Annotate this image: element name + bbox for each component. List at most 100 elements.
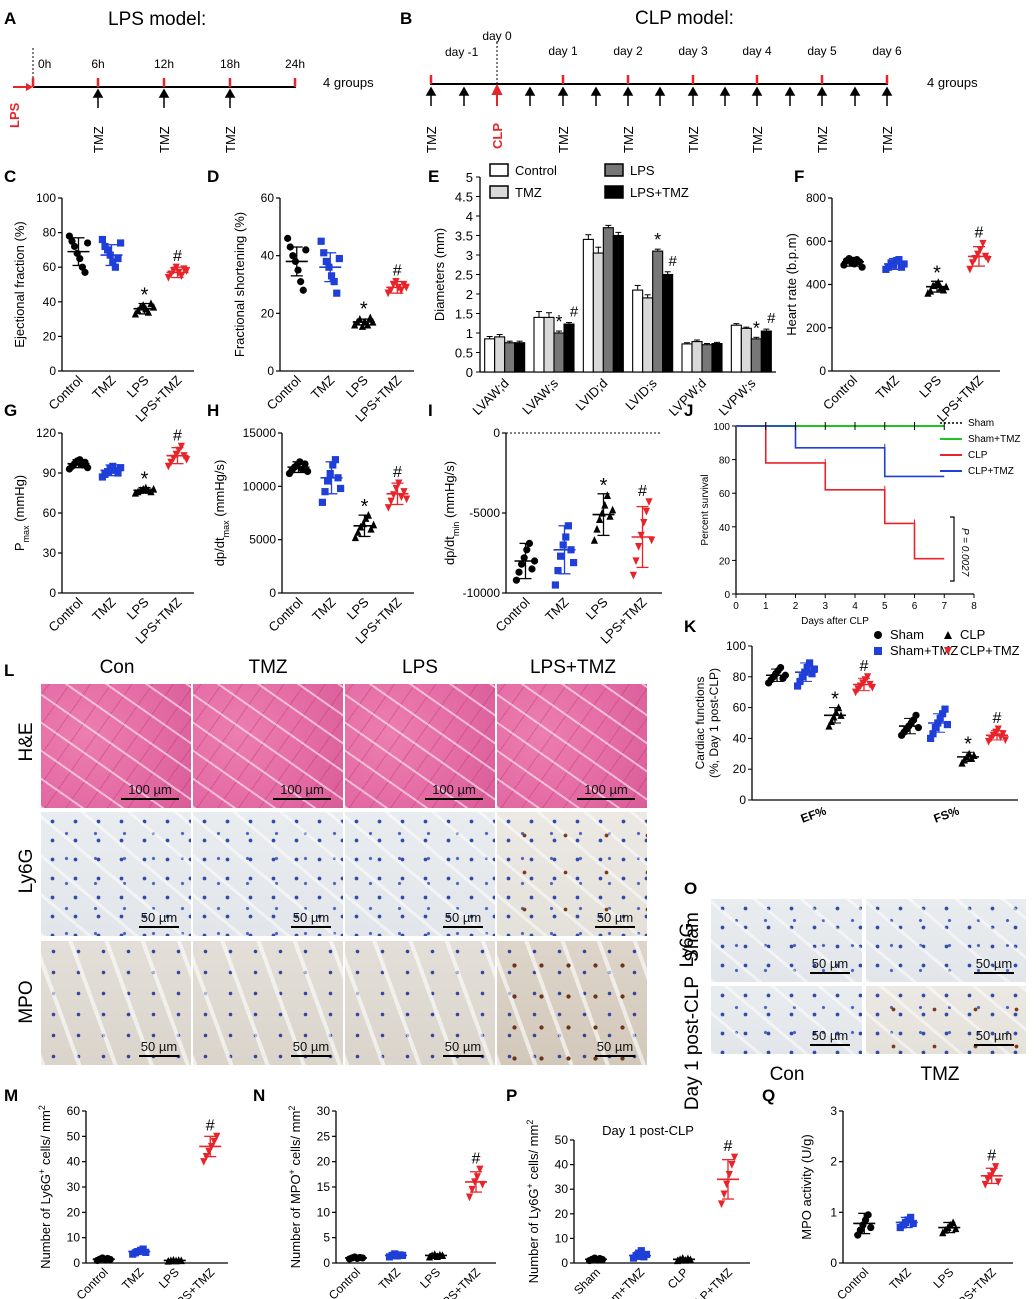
legend-swatch-control [489, 163, 509, 177]
x-tick-label: TMZ [873, 372, 903, 402]
micrograph-ly6g-lps: 50 µm [344, 811, 496, 937]
x-tick-label: Control [820, 372, 860, 412]
data-point [968, 259, 977, 267]
data-point [717, 1200, 726, 1209]
y-tick-label: 20 [43, 329, 57, 343]
data-point [84, 464, 92, 472]
legend-label-control: Control [515, 163, 557, 178]
y-tick-label: 15000 [243, 426, 277, 440]
bar [553, 332, 565, 373]
y-tick-label: 10 [67, 1231, 81, 1245]
chart-h: 0 5000 10000 15000 dp/dtmax (mmHg/s) Control T… [212, 426, 414, 647]
x-tick-label: TMZ [89, 594, 119, 624]
data-point [84, 239, 92, 247]
micrograph-mpo-lps: 50 µm [344, 940, 496, 1066]
y-tick-label: 0 [493, 426, 500, 440]
y-tick-label: 0 [73, 1256, 80, 1270]
data-point [523, 546, 531, 554]
col-label-tmz: TMZ [248, 657, 287, 678]
data-point [333, 289, 341, 297]
x-tick-label: LPS [916, 372, 944, 400]
legend-k-clp-tmz: CLP+TMZ [960, 643, 1020, 658]
y-axis-label: Number of Ly6G+ cells/ mm2 [525, 1120, 541, 1284]
y-tick-label: 25 [317, 1129, 331, 1143]
y-axis-label: Number of Ly6G+ cells/ mm2 [37, 1105, 53, 1269]
clp-label: CLP [490, 123, 505, 149]
day-0: day 0 [482, 29, 512, 43]
data-point [183, 267, 191, 275]
scale-label: 50 µm [975, 1028, 1013, 1043]
data-point [803, 663, 811, 672]
panel-a: A LPS model: 0h 6h 12h 18h 24h LPS TMZ T… [4, 9, 374, 153]
y-tick-label: 40 [43, 295, 57, 309]
significance-mark: # [975, 224, 984, 241]
data-point [321, 488, 329, 496]
significance-mark: * [600, 475, 608, 497]
data-point [825, 721, 833, 730]
y-tick-label: 5 [466, 170, 473, 185]
col-label-lps: LPS [402, 657, 438, 678]
y-axis-label: Cardiac functions [693, 677, 707, 770]
data-point [117, 464, 125, 472]
data-point [210, 1137, 218, 1146]
bar [533, 316, 545, 373]
significance-mark: * [964, 733, 972, 755]
data-point [723, 1180, 731, 1189]
y-axis-label: Number of MPO+ cells/ mm2 [287, 1106, 303, 1269]
data-point [183, 456, 191, 464]
data-point [387, 497, 395, 506]
x-tick-label: LPS [583, 594, 611, 622]
lps-injection-label: LPS [7, 102, 22, 128]
time-24h: 24h [285, 57, 305, 71]
data-point [642, 1250, 651, 1258]
x-tick-label: LVID;s [622, 375, 660, 413]
legend-label-lps: LPS [630, 163, 655, 178]
data-point [637, 531, 645, 540]
x-tick-label: LPS [344, 594, 372, 622]
panel-label-k: K [684, 617, 697, 636]
data-point [554, 567, 562, 575]
significance-mark: # [570, 303, 579, 320]
scale-label: 50 µm [596, 1039, 634, 1054]
data-point [777, 663, 785, 672]
data-point [326, 469, 334, 478]
bar [494, 336, 506, 373]
day-minus-1: day -1 [445, 45, 479, 59]
data-point [528, 565, 536, 573]
legend-swatch-lps [604, 163, 624, 177]
data-point [358, 322, 367, 330]
data-point [730, 1153, 739, 1162]
y-tick-label: 20 [719, 556, 731, 567]
tmz-label-12h: TMZ [157, 126, 172, 153]
row-label-ly6g: Ly6G [16, 849, 37, 894]
data-point [992, 1163, 1000, 1171]
data-point [596, 515, 604, 523]
x-tick-label: LVAW;d [469, 376, 511, 418]
bar [681, 343, 693, 373]
y-tick-label: 90 [43, 466, 57, 480]
survival-curve-clp [736, 425, 945, 560]
data-point [71, 242, 79, 251]
y-tick-label: 5 [323, 1231, 330, 1245]
y-tick-label: 0 [561, 1256, 568, 1270]
significance-mark: # [724, 1138, 733, 1155]
data-point [318, 498, 326, 506]
x-tick-label: EF% [799, 804, 829, 826]
day-4: day 4 [742, 44, 772, 58]
panel-label-m: M [4, 1086, 18, 1105]
data-point [890, 261, 898, 269]
bar [691, 341, 703, 373]
x-tick-label: CLP [665, 1265, 691, 1291]
data-point [606, 512, 614, 520]
data-point [213, 1132, 221, 1141]
x-tick-label: TMZ [887, 1265, 914, 1292]
data-point [177, 272, 185, 280]
y-tick-label: 400 [806, 278, 826, 292]
y-tick-label: 0 [49, 586, 56, 600]
pvalue-text: P = 0.0027 [959, 528, 970, 577]
y-axis-label: dp/dtmax (mmHg/s) [212, 460, 231, 567]
y-tick-label: 0 [739, 793, 746, 807]
micrograph-he-lps: 100 µm [344, 683, 496, 809]
tmz-label-b-7: TMZ [880, 126, 895, 153]
data-point [289, 252, 297, 260]
